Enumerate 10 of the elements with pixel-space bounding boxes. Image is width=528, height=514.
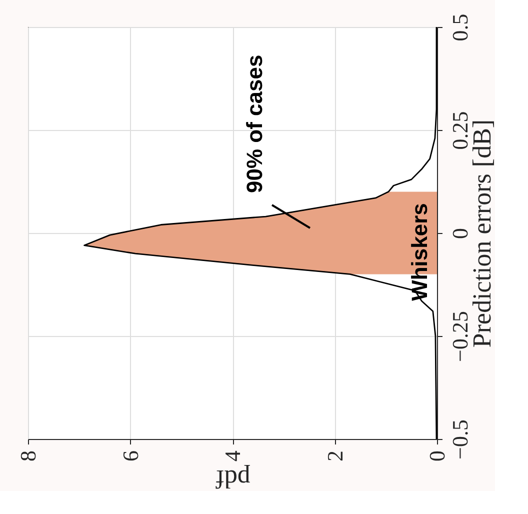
- y-tick-label: −0.5: [448, 420, 472, 460]
- y-tick-label: 0.5: [448, 14, 472, 42]
- x-tick-label: 6: [118, 450, 143, 462]
- x-tick-label: 2: [322, 450, 348, 462]
- annotation: 90% of cases: [242, 54, 267, 193]
- annotation: Whiskers: [407, 203, 432, 301]
- x-axis-title: pdf: [215, 464, 250, 494]
- x-tick-label: 8: [16, 450, 40, 462]
- x-tick-label: 4: [220, 450, 245, 462]
- x-tick-label: 0: [424, 450, 450, 462]
